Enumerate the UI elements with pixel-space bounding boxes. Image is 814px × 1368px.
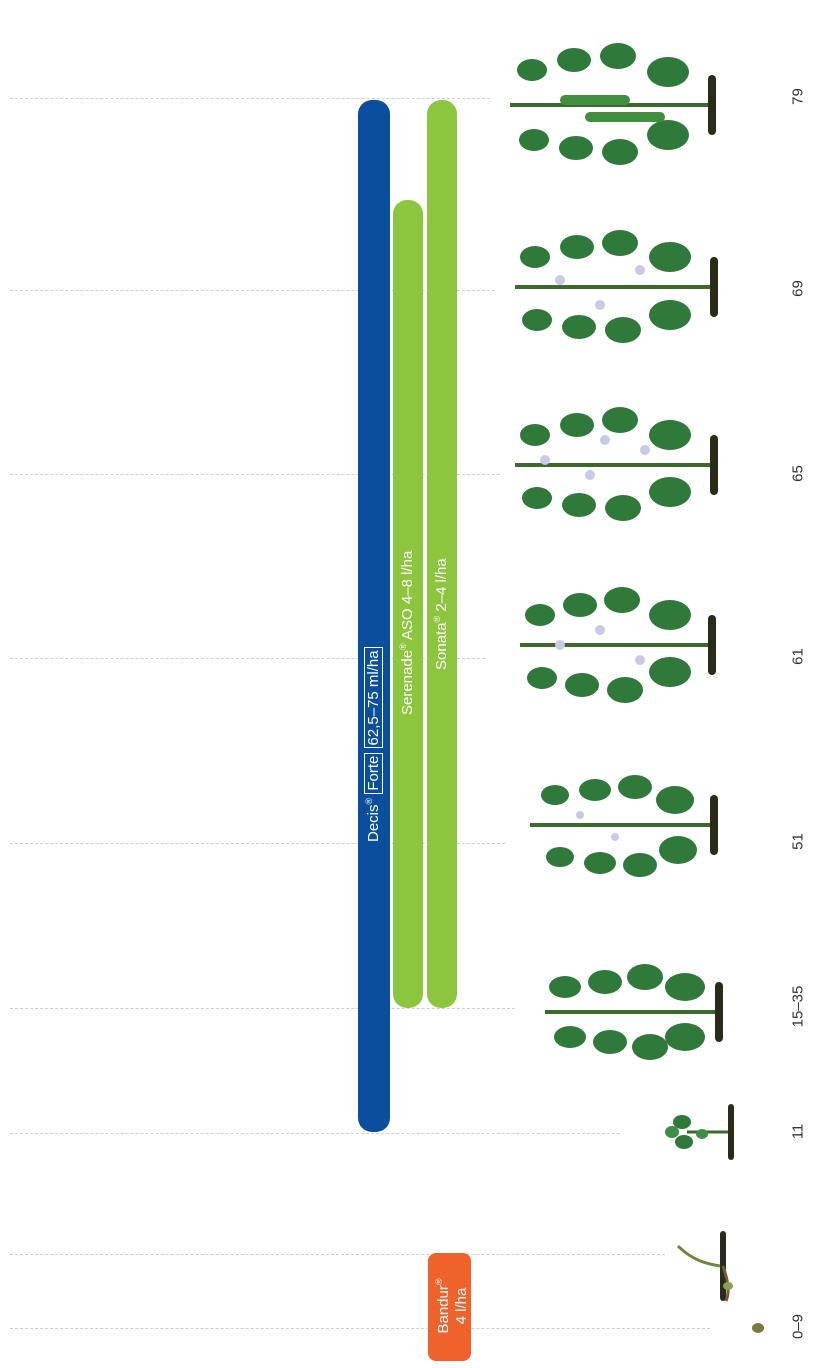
pea-plant-icon <box>545 964 723 1060</box>
gridline-79 <box>10 98 490 99</box>
stage-label-61: 61 <box>789 648 807 665</box>
decis-forte-label: Decis® Forte 62,5–75 ml/ha <box>364 522 384 842</box>
gridline-69 <box>10 290 495 291</box>
gridline-51 <box>10 843 505 844</box>
gridline-0-9 <box>10 1328 710 1329</box>
gridline-0-9-top <box>10 1254 665 1255</box>
pea-plant-flowering-icon <box>515 407 718 521</box>
bandur-bar: Bandur® 4 l/ha <box>428 1253 471 1361</box>
pea-plant-podded-icon <box>510 43 716 165</box>
stage-label-65: 65 <box>789 465 807 482</box>
bandur-label: Bandur® 4 l/ha <box>434 1278 470 1334</box>
serenade-aso-label: Serenade® ASO 4–8 l/ha <box>398 550 416 715</box>
serenade-aso-bar: Serenade® ASO 4–8 l/ha <box>393 200 423 1008</box>
decis-forte-bar: Decis® Forte 62,5–75 ml/ha <box>358 100 390 1132</box>
gridline-15-35 <box>10 1008 515 1009</box>
gridline-61 <box>10 658 485 659</box>
stage-label-51: 51 <box>789 833 807 850</box>
pea-plant-flowering-icon <box>520 587 716 703</box>
gridline-11 <box>10 1133 620 1134</box>
stage-label-15-35: 15–35 <box>789 985 807 1028</box>
pea-plant-flowering-icon <box>515 230 718 343</box>
stage-label-11: 11 <box>789 1123 807 1140</box>
stage-label-69: 69 <box>789 280 807 297</box>
sonata-label: Sonata® 2–4 l/ha <box>432 558 450 670</box>
seed-icon <box>752 1323 764 1333</box>
stage-label-0-9: 0–9 <box>789 1313 807 1340</box>
seedling-icon <box>665 1104 734 1160</box>
pea-plant-icon <box>530 775 718 877</box>
gridline-65 <box>10 474 500 475</box>
stage-label-79: 79 <box>789 88 807 105</box>
sonata-bar: Sonata® 2–4 l/ha <box>427 100 457 1008</box>
sprout-icon <box>676 1231 733 1302</box>
